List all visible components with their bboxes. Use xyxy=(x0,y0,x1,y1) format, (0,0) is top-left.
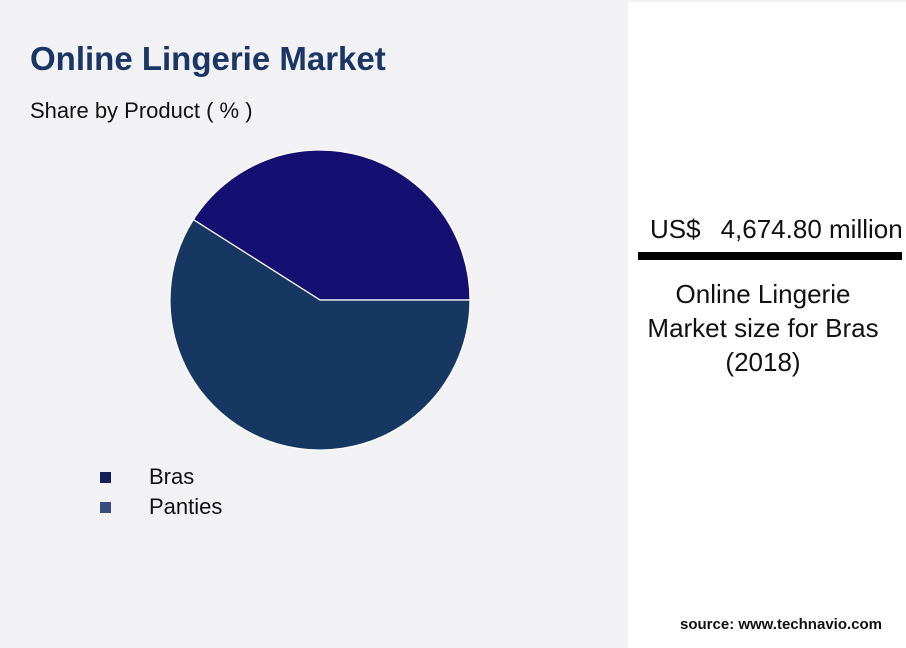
caption-line: (2018) xyxy=(725,347,801,377)
divider-bar xyxy=(638,252,902,260)
caption-line: Market size for Bras xyxy=(647,313,879,343)
legend-swatch-bras xyxy=(100,471,111,483)
source-note: source: www.technavio.com xyxy=(680,616,882,633)
market-size-value: US$ 4,674.80 million xyxy=(650,214,903,245)
legend-item-bras: Bras xyxy=(100,462,222,492)
legend-label-panties: Panties xyxy=(149,494,223,519)
legend-label-bras: Bras xyxy=(149,464,195,489)
chart-legend: Bras Panties xyxy=(100,462,222,522)
chart-title: Online Lingerie Market xyxy=(30,40,386,77)
pie-slice-bras xyxy=(192,149,471,301)
market-size-caption: Online Lingerie Market size for Bras (20… xyxy=(628,277,898,379)
market-size-amount: 4,674.80 million xyxy=(720,214,903,244)
legend-item-panties: Panties xyxy=(100,492,222,522)
pie-slice-panties xyxy=(169,218,471,451)
market-size-panel: US$ 4,674.80 million Online Lingerie Mark… xyxy=(628,2,906,648)
chart-subtitle: Share by Product ( % ) xyxy=(30,98,253,123)
currency-label: US$ xyxy=(650,214,701,244)
pie-chart xyxy=(169,149,471,451)
caption-line: Online Lingerie xyxy=(675,279,851,309)
legend-swatch-panties xyxy=(100,501,111,513)
